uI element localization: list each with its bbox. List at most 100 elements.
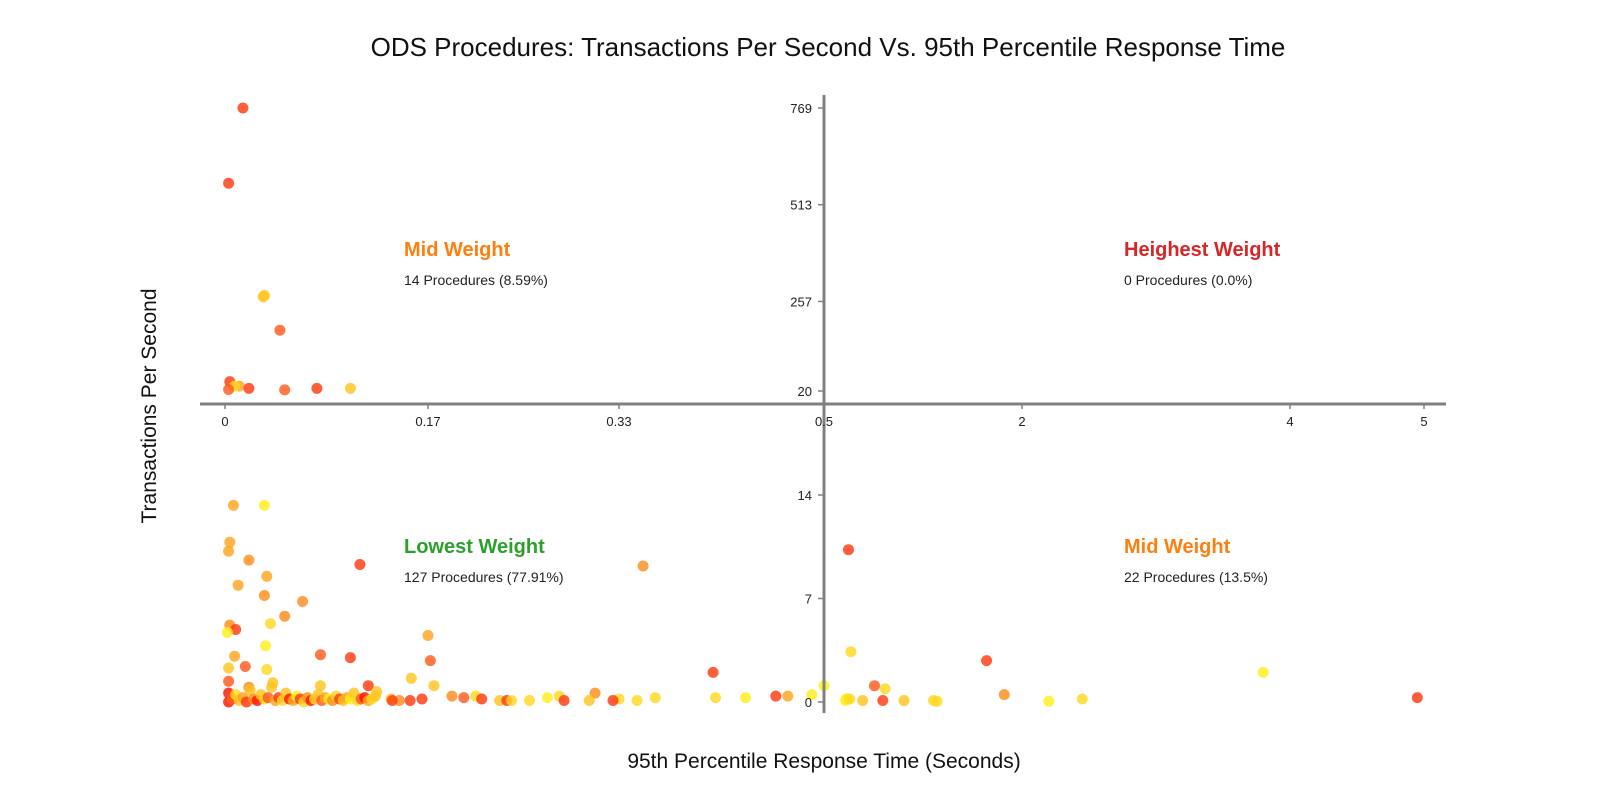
data-point bbox=[279, 610, 291, 622]
data-point bbox=[506, 695, 518, 706]
data-point bbox=[311, 382, 323, 394]
quadrant-title: Lowest Weight bbox=[404, 536, 545, 558]
data-point bbox=[931, 695, 943, 707]
data-point bbox=[707, 666, 719, 678]
data-point bbox=[257, 291, 269, 303]
data-point bbox=[806, 689, 818, 701]
data-point bbox=[405, 672, 417, 684]
data-point bbox=[428, 680, 440, 692]
data-point bbox=[344, 652, 356, 664]
data-point bbox=[1076, 693, 1088, 705]
data-point bbox=[877, 695, 889, 706]
data-point bbox=[258, 590, 270, 601]
tick-label: 20 bbox=[798, 384, 812, 399]
data-point bbox=[524, 695, 535, 706]
data-point bbox=[981, 655, 993, 667]
data-point bbox=[261, 570, 273, 582]
data-point bbox=[266, 681, 278, 693]
data-point bbox=[710, 692, 721, 704]
data-point bbox=[230, 624, 242, 635]
data-point bbox=[264, 618, 276, 630]
data-point bbox=[879, 683, 891, 695]
tick-label: 2 bbox=[1018, 414, 1025, 429]
data-point bbox=[1257, 666, 1269, 678]
data-point bbox=[315, 649, 326, 661]
tick-label: 4 bbox=[1286, 414, 1293, 429]
data-point bbox=[583, 695, 595, 706]
data-point bbox=[243, 554, 255, 566]
quadrant-title: Mid Weight bbox=[404, 239, 511, 261]
data-point bbox=[782, 690, 794, 702]
tick-label: 14 bbox=[798, 488, 812, 503]
data-point bbox=[857, 695, 869, 706]
data-point bbox=[458, 692, 470, 704]
data-point bbox=[258, 499, 270, 511]
data-point bbox=[446, 690, 458, 702]
data-point bbox=[223, 177, 235, 189]
data-point bbox=[416, 693, 428, 705]
data-point bbox=[422, 630, 434, 641]
data-point bbox=[315, 680, 326, 692]
data-point bbox=[261, 664, 273, 675]
y-axis-title: Transactions Per Second bbox=[138, 288, 161, 523]
data-point bbox=[223, 662, 235, 674]
data-point bbox=[221, 627, 233, 638]
tick-label: 257 bbox=[790, 294, 812, 309]
data-point bbox=[844, 693, 856, 705]
data-point bbox=[297, 596, 309, 607]
tick-label: 0 bbox=[805, 695, 812, 710]
data-point bbox=[223, 384, 235, 395]
data-point bbox=[279, 384, 291, 396]
quadrants-layer: Mid Weight 14 Procedures (8.59%) Heighest … bbox=[404, 239, 1281, 585]
data-point bbox=[370, 690, 381, 702]
data-point bbox=[223, 675, 235, 687]
data-point bbox=[1411, 692, 1423, 704]
data-point bbox=[631, 695, 643, 706]
data-point bbox=[229, 650, 241, 662]
data-point bbox=[237, 102, 249, 114]
tick-label: 5 bbox=[1420, 414, 1427, 429]
data-point bbox=[424, 655, 436, 667]
data-point bbox=[354, 559, 366, 570]
data-point bbox=[649, 692, 661, 704]
tick-label: 0 bbox=[221, 414, 228, 429]
tick-label: 769 bbox=[790, 101, 812, 116]
quadrant-subtitle: 14 Procedures (8.59%) bbox=[404, 272, 548, 288]
quadrant-subtitle: 127 Procedures (77.91%) bbox=[404, 569, 564, 585]
tick-label: 513 bbox=[790, 198, 812, 213]
data-point bbox=[607, 695, 619, 706]
data-point bbox=[869, 680, 880, 692]
tick-label: 0.17 bbox=[415, 414, 440, 429]
data-point bbox=[558, 695, 570, 706]
x-axis-title: 95th Percentile Response Time (Seconds) bbox=[627, 750, 1020, 773]
points-layer bbox=[221, 102, 1423, 708]
data-point bbox=[362, 680, 374, 692]
data-point bbox=[227, 499, 239, 511]
data-point bbox=[637, 560, 649, 572]
data-point bbox=[260, 640, 272, 652]
data-point bbox=[843, 544, 854, 556]
data-point bbox=[386, 695, 398, 706]
chart-title: ODS Procedures: Transactions Per Second … bbox=[371, 32, 1286, 62]
quadrant-title: Mid Weight bbox=[1124, 536, 1231, 558]
tick-label: 7 bbox=[805, 592, 812, 607]
tick-label: 0.33 bbox=[606, 414, 631, 429]
data-point bbox=[589, 687, 601, 699]
quadrant-subtitle: 22 Procedures (13.5%) bbox=[1124, 569, 1268, 585]
data-point bbox=[274, 324, 286, 336]
data-point bbox=[998, 689, 1010, 701]
data-point bbox=[239, 661, 251, 672]
ticks-layer: 0 0.17 0.33 0.5 2 4 5 20 257 513 769 0 7 14 bbox=[221, 101, 1427, 710]
tick-label: 0.5 bbox=[815, 414, 833, 429]
data-point bbox=[1043, 695, 1055, 707]
quadrant-title: Heighest Weight bbox=[1124, 239, 1281, 261]
data-point bbox=[344, 382, 356, 394]
data-point bbox=[232, 579, 244, 591]
data-point bbox=[476, 693, 488, 705]
data-point bbox=[224, 536, 236, 548]
quadrant-subtitle: 0 Procedures (0.0%) bbox=[1124, 272, 1252, 288]
data-point bbox=[898, 695, 910, 706]
data-point bbox=[770, 690, 782, 702]
data-point bbox=[223, 545, 235, 557]
data-point bbox=[243, 382, 255, 394]
